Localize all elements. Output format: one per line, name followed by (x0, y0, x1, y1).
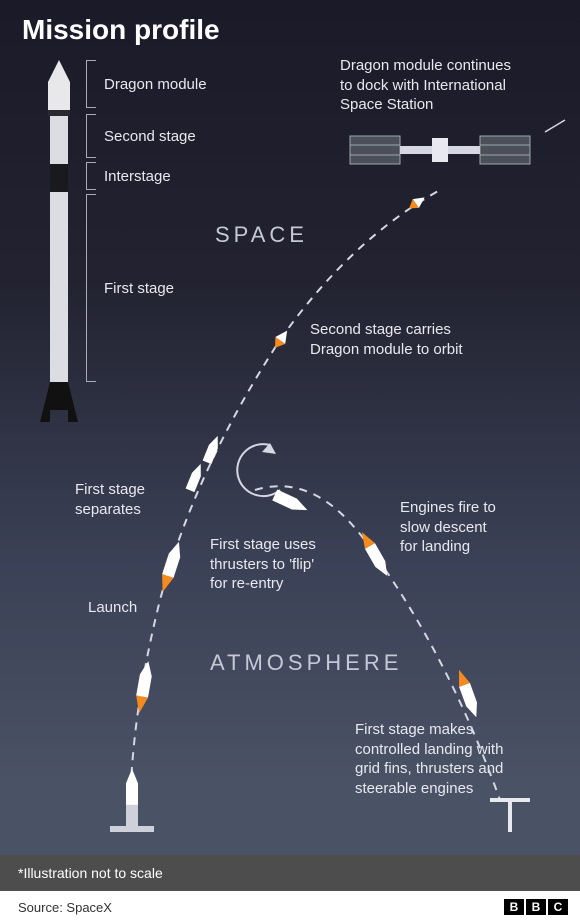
ann-slow: Engines fire to slow descent for landing (400, 498, 540, 557)
ann-dock: Dragon module continues to dock with Int… (340, 56, 560, 115)
region-space: SPACE (215, 222, 308, 248)
ann-separates: First stage separates (75, 480, 175, 519)
ann-launch: Launch (88, 598, 137, 618)
region-atmosphere: ATMOSPHERE (210, 650, 402, 676)
label-second: Second stage (104, 128, 196, 145)
source-text: Source: SpaceX (18, 900, 112, 915)
bracket-second (86, 114, 96, 158)
label-first: First stage (104, 280, 174, 297)
ann-orbit: Second stage carries Dragon module to or… (310, 320, 510, 359)
bracket-dragon (86, 60, 96, 108)
bbc-logo: BBC (504, 899, 568, 915)
rocket-cutaway (38, 60, 80, 430)
bracket-interstage (86, 162, 96, 190)
bracket-first (86, 194, 96, 382)
ann-flip: First stage uses thrusters to 'flip' for… (210, 535, 360, 594)
label-interstage: Interstage (104, 168, 171, 185)
source-bar: Source: SpaceX BBC (0, 891, 580, 923)
ann-landing: First stage makes controlled landing wit… (355, 720, 545, 798)
label-dragon: Dragon module (104, 76, 207, 93)
page-title: Mission profile (22, 14, 220, 46)
footer-note: *Illustration not to scale (0, 855, 580, 891)
